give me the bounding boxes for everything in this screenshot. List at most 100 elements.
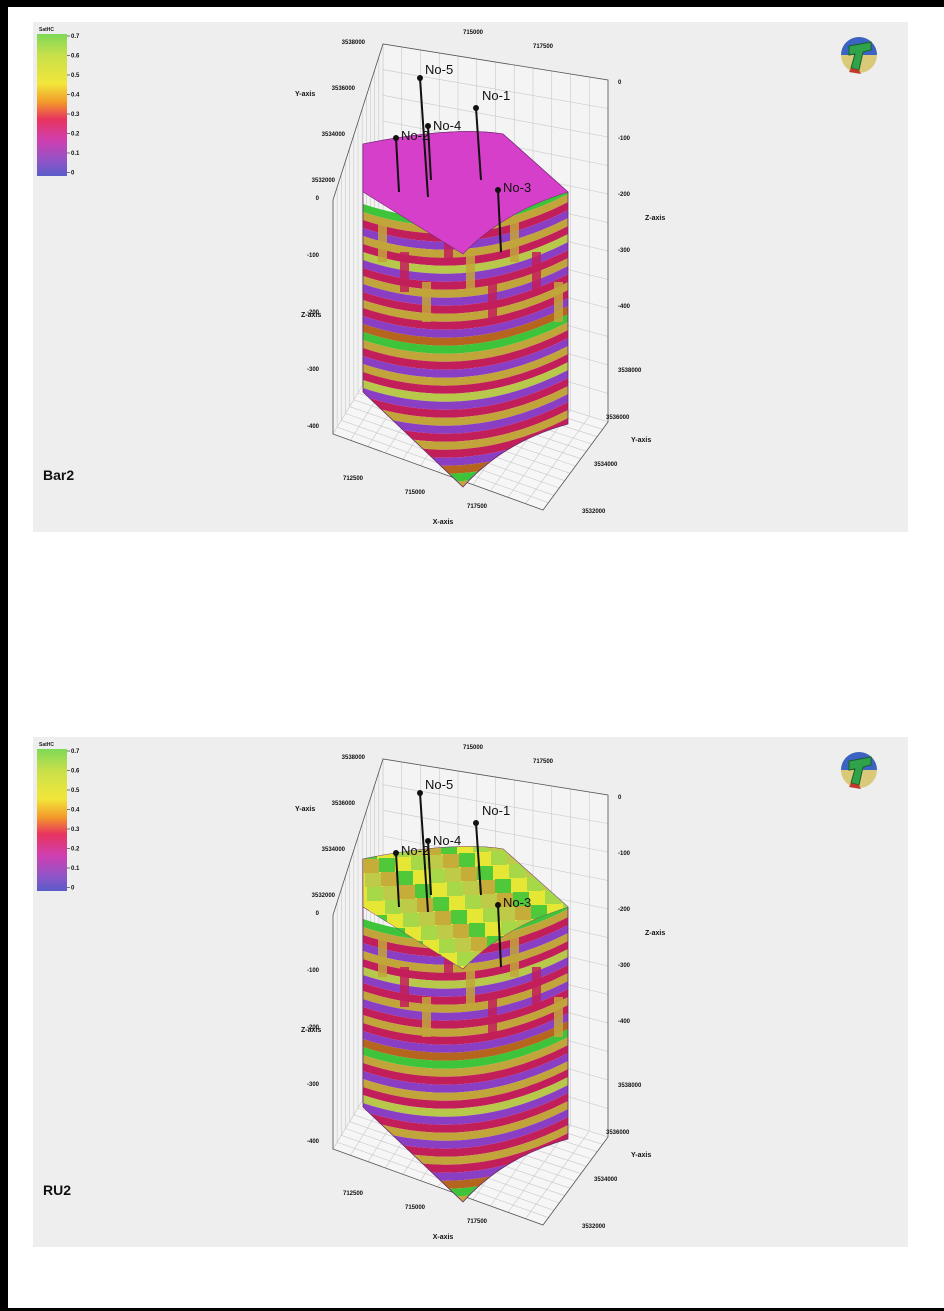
z-left-tick-label: -400 bbox=[307, 1139, 320, 1145]
surface-cell bbox=[493, 865, 509, 879]
z-left-tick-label: -400 bbox=[307, 424, 320, 430]
layer-band bbox=[363, 895, 568, 949]
legend-title: SatHC bbox=[39, 742, 54, 748]
surface-cell bbox=[453, 924, 469, 938]
surface-cell bbox=[495, 879, 511, 893]
layer-band bbox=[363, 292, 568, 346]
layer-band bbox=[363, 911, 568, 965]
well-trace bbox=[475, 107, 482, 181]
z-left-tick-label: 0 bbox=[316, 196, 320, 202]
well-label: No-2 bbox=[401, 843, 429, 858]
case-label: RU2 bbox=[43, 1182, 72, 1198]
well-head bbox=[417, 790, 423, 796]
z-right-tick-label: -200 bbox=[618, 907, 631, 913]
layer-band bbox=[363, 196, 568, 250]
y-left-tick-label: 3532000 bbox=[312, 893, 336, 899]
model-3d-view: SatHC 0.7 0.6 0.5 0.4 0.3 0.2 0.1 0 715000 717500 3… bbox=[37, 742, 877, 1241]
surface-cell bbox=[531, 905, 547, 919]
legend-tick-label: 0.7 bbox=[71, 749, 80, 755]
surface-cell bbox=[481, 894, 497, 908]
surface-cell bbox=[479, 880, 495, 894]
surface-cell bbox=[429, 869, 445, 883]
legend-tick-label: 0 bbox=[71, 171, 75, 177]
cell-column bbox=[488, 282, 497, 322]
layer-band bbox=[363, 380, 568, 434]
surface-cell bbox=[461, 867, 477, 881]
well-label: No-1 bbox=[482, 803, 510, 818]
surface-cell bbox=[509, 864, 525, 878]
surface-cell bbox=[473, 846, 489, 852]
legend-tick-label: 0.6 bbox=[71, 769, 80, 775]
surface-cell bbox=[483, 908, 499, 922]
layer-band bbox=[363, 324, 568, 378]
axis-labels: 715000 717500 3538000 3536000 3534000 3532000… bbox=[295, 30, 665, 526]
surface-cell bbox=[367, 887, 383, 901]
cell-column bbox=[554, 282, 563, 322]
cell-column bbox=[466, 967, 475, 1007]
layer-band bbox=[363, 300, 568, 354]
z-left-tick-label: -100 bbox=[307, 253, 320, 259]
z-left-tick-label: -200 bbox=[307, 1025, 320, 1031]
layer-band bbox=[363, 308, 568, 362]
legend-tick-label: 0.7 bbox=[71, 34, 80, 40]
cell-column bbox=[488, 997, 497, 1037]
layer-band bbox=[363, 404, 568, 458]
cell-column bbox=[532, 252, 541, 292]
z-left-axis-name: Z-axis bbox=[301, 1027, 321, 1034]
z-left-tick-label: -200 bbox=[307, 310, 320, 316]
y-left-axis-name: Y-axis bbox=[295, 806, 315, 813]
z-right-axis-name: Z-axis bbox=[645, 930, 665, 937]
layer-band bbox=[363, 1039, 568, 1093]
grid-line bbox=[525, 415, 590, 504]
x-top-tick-label: 715000 bbox=[463, 30, 484, 36]
legend-tick-label: 0.3 bbox=[71, 112, 80, 118]
surface-cell bbox=[379, 858, 395, 872]
surface-cell bbox=[451, 910, 467, 924]
z-left-tick-label: 0 bbox=[316, 911, 320, 917]
layer-band bbox=[363, 1031, 568, 1085]
surface-cell bbox=[485, 922, 501, 936]
well-head bbox=[417, 75, 423, 81]
surface-cell bbox=[411, 856, 427, 870]
surface-cell bbox=[463, 881, 479, 895]
surface-cell bbox=[491, 851, 507, 865]
surface-cell bbox=[489, 846, 505, 851]
surface-cell bbox=[465, 895, 481, 909]
layer-band bbox=[363, 1047, 568, 1101]
well-label: No-5 bbox=[425, 62, 453, 77]
x-top-tick-label: 717500 bbox=[533, 759, 554, 765]
z-right-tick-label: -400 bbox=[618, 1019, 631, 1025]
logo-base bbox=[849, 783, 861, 789]
wells: No-5 No-1 No-4 No-2 No-3 bbox=[393, 62, 531, 253]
layer-band bbox=[363, 1079, 568, 1133]
legend-tick-label: 0 bbox=[71, 886, 75, 892]
surface-cell bbox=[415, 884, 431, 898]
well-trace bbox=[419, 77, 429, 198]
layer-band bbox=[363, 332, 568, 386]
z-right-tick-label: 0 bbox=[618, 80, 622, 86]
layer-band bbox=[363, 1095, 568, 1149]
x-tick-label: 717500 bbox=[467, 504, 488, 510]
layer-band bbox=[363, 268, 568, 322]
well-trace bbox=[475, 822, 482, 896]
surface-cell bbox=[397, 871, 413, 885]
layer-band bbox=[363, 1007, 568, 1061]
z-right-tick-label: -100 bbox=[618, 136, 631, 142]
well-label: No-2 bbox=[401, 128, 429, 143]
layer-band bbox=[363, 284, 568, 338]
cell-column bbox=[378, 937, 387, 977]
layer-band bbox=[363, 1087, 568, 1141]
y-right-tick-label: 3532000 bbox=[582, 1224, 606, 1230]
x-axis-name: X-axis bbox=[433, 1234, 454, 1241]
z-right-tick-label: -300 bbox=[618, 248, 631, 254]
surface-cell bbox=[455, 938, 471, 952]
layer-band bbox=[363, 1023, 568, 1077]
y-right-axis-name: Y-axis bbox=[631, 1152, 651, 1159]
cell-column bbox=[422, 997, 431, 1037]
x-top-tick-label: 715000 bbox=[463, 745, 484, 751]
company-logo bbox=[841, 37, 877, 74]
y-left-tick-label: 3536000 bbox=[332, 86, 356, 92]
axis-outline bbox=[332, 43, 609, 511]
cell-column bbox=[400, 967, 409, 1007]
layer-band bbox=[363, 396, 568, 450]
